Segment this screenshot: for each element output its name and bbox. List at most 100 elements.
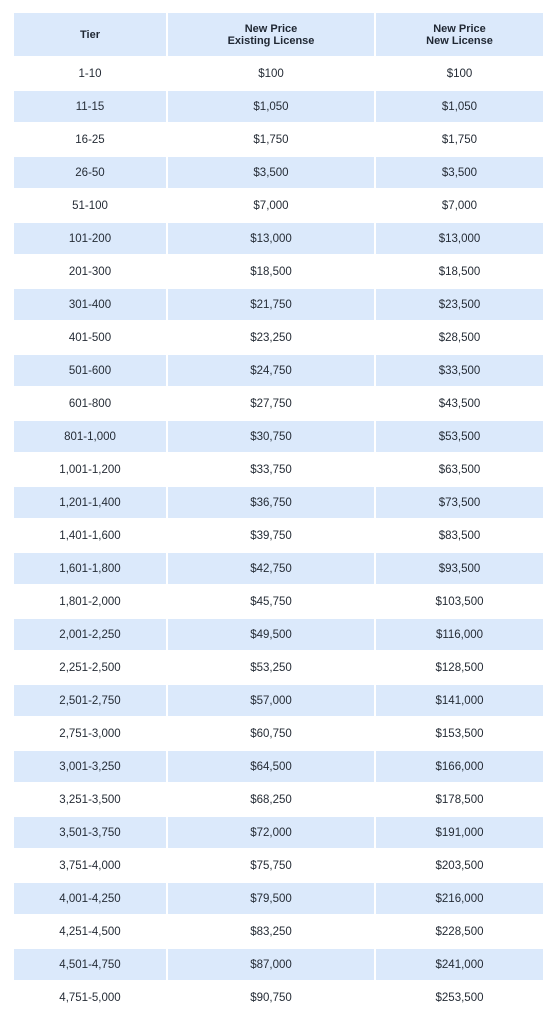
- new-license-price-cell: $166,000: [375, 750, 543, 784]
- tier-cell: 1,001-1,200: [14, 453, 168, 487]
- table-row: 1,401-1,600 $39,750 $83,500: [14, 519, 543, 553]
- table-row: 601-800 $27,750 $43,500: [14, 387, 543, 421]
- header-row: Tier New Price Existing License New Pric…: [14, 13, 543, 58]
- new-license-price-cell: $18,500: [375, 255, 543, 289]
- existing-license-price-cell: $23,250: [167, 321, 376, 355]
- tier-cell: 801-1,000: [14, 420, 168, 454]
- existing-license-price-cell: $27,750: [167, 387, 376, 421]
- tier-cell: 301-400: [14, 288, 168, 322]
- existing-license-price-cell: $36,750: [167, 486, 376, 520]
- pricing-table-container: Tier New Price Existing License New Pric…: [14, 13, 543, 1015]
- existing-license-price-cell: $100: [167, 57, 376, 91]
- tier-cell: 4,251-4,500: [14, 915, 168, 949]
- tier-cell: 4,001-4,250: [14, 882, 168, 916]
- existing-license-price-cell: $21,750: [167, 288, 376, 322]
- new-license-price-cell: $216,000: [375, 882, 543, 916]
- table-row: 101-200 $13,000 $13,000: [14, 222, 543, 256]
- table-row: 11-15 $1,050 $1,050: [14, 90, 543, 124]
- tier-cell: 2,751-3,000: [14, 717, 168, 751]
- table-row: 201-300 $18,500 $18,500: [14, 255, 543, 289]
- table-row: 501-600 $24,750 $33,500: [14, 354, 543, 388]
- existing-license-price-cell: $87,000: [167, 948, 376, 982]
- new-license-price-cell: $128,500: [375, 651, 543, 685]
- table-row: 16-25 $1,750 $1,750: [14, 123, 543, 157]
- table-row: 1-10 $100 $100: [14, 57, 543, 91]
- table-row: 2,001-2,250 $49,500 $116,000: [14, 618, 543, 652]
- new-license-price-cell: $73,500: [375, 486, 543, 520]
- existing-license-price-cell: $42,750: [167, 552, 376, 586]
- existing-license-price-cell: $57,000: [167, 684, 376, 718]
- existing-license-price-cell: $68,250: [167, 783, 376, 817]
- new-license-price-cell: $1,750: [375, 123, 543, 157]
- tier-cell: 1,401-1,600: [14, 519, 168, 553]
- tier-cell: 401-500: [14, 321, 168, 355]
- header-new-line2: New License: [426, 34, 493, 47]
- tier-cell: 11-15: [14, 90, 168, 124]
- tier-cell: 3,501-3,750: [14, 816, 168, 850]
- new-license-price-cell: $13,000: [375, 222, 543, 256]
- table-row: 3,001-3,250 $64,500 $166,000: [14, 750, 543, 784]
- tier-cell: 501-600: [14, 354, 168, 388]
- existing-license-price-cell: $39,750: [167, 519, 376, 553]
- existing-license-price-cell: $60,750: [167, 717, 376, 751]
- new-license-price-cell: $28,500: [375, 321, 543, 355]
- table-row: 301-400 $21,750 $23,500: [14, 288, 543, 322]
- existing-license-price-cell: $1,050: [167, 90, 376, 124]
- tier-cell: 3,751-4,000: [14, 849, 168, 883]
- tier-cell: 2,251-2,500: [14, 651, 168, 685]
- table-row: 1,801-2,000 $45,750 $103,500: [14, 585, 543, 619]
- new-license-price-cell: $103,500: [375, 585, 543, 619]
- tier-cell: 3,001-3,250: [14, 750, 168, 784]
- tier-cell: 1,601-1,800: [14, 552, 168, 586]
- existing-license-price-cell: $72,000: [167, 816, 376, 850]
- tier-cell: 2,001-2,250: [14, 618, 168, 652]
- table-row: 2,251-2,500 $53,250 $128,500: [14, 651, 543, 685]
- new-license-price-cell: $228,500: [375, 915, 543, 949]
- new-license-price-cell: $178,500: [375, 783, 543, 817]
- header-tier-label: Tier: [80, 28, 100, 41]
- existing-license-price-cell: $75,750: [167, 849, 376, 883]
- table-row: 4,751-5,000 $90,750 $253,500: [14, 981, 543, 1015]
- tier-cell: 101-200: [14, 222, 168, 256]
- new-license-price-cell: $23,500: [375, 288, 543, 322]
- new-license-price-cell: $141,000: [375, 684, 543, 718]
- existing-license-price-cell: $3,500: [167, 156, 376, 190]
- tier-cell: 2,501-2,750: [14, 684, 168, 718]
- table-row: 1,201-1,400 $36,750 $73,500: [14, 486, 543, 520]
- tier-cell: 26-50: [14, 156, 168, 190]
- existing-license-price-cell: $1,750: [167, 123, 376, 157]
- existing-license-price-cell: $49,500: [167, 618, 376, 652]
- new-license-price-cell: $191,000: [375, 816, 543, 850]
- table-row: 4,251-4,500 $83,250 $228,500: [14, 915, 543, 949]
- new-license-price-cell: $53,500: [375, 420, 543, 454]
- new-license-price-cell: $253,500: [375, 981, 543, 1015]
- new-license-price-cell: $43,500: [375, 387, 543, 421]
- tier-cell: 1-10: [14, 57, 168, 91]
- table-row: 51-100 $7,000 $7,000: [14, 189, 543, 223]
- table-row: 4,001-4,250 $79,500 $216,000: [14, 882, 543, 916]
- tier-cell: 4,751-5,000: [14, 981, 168, 1015]
- existing-license-price-cell: $7,000: [167, 189, 376, 223]
- tier-cell: 51-100: [14, 189, 168, 223]
- existing-license-price-cell: $53,250: [167, 651, 376, 685]
- table-row: 401-500 $23,250 $28,500: [14, 321, 543, 355]
- table-row: 2,751-3,000 $60,750 $153,500: [14, 717, 543, 751]
- table-row: 4,501-4,750 $87,000 $241,000: [14, 948, 543, 982]
- existing-license-price-cell: $13,000: [167, 222, 376, 256]
- table-row: 1,601-1,800 $42,750 $93,500: [14, 552, 543, 586]
- new-license-price-cell: $116,000: [375, 618, 543, 652]
- new-license-price-cell: $1,050: [375, 90, 543, 124]
- table-row: 3,751-4,000 $75,750 $203,500: [14, 849, 543, 883]
- header-existing-license: New Price Existing License: [167, 13, 376, 58]
- header-new-line1: New Price: [433, 22, 486, 35]
- new-license-price-cell: $153,500: [375, 717, 543, 751]
- existing-license-price-cell: $18,500: [167, 255, 376, 289]
- table-row: 1,001-1,200 $33,750 $63,500: [14, 453, 543, 487]
- tier-cell: 3,251-3,500: [14, 783, 168, 817]
- tier-cell: 201-300: [14, 255, 168, 289]
- table-header: Tier New Price Existing License New Pric…: [14, 13, 543, 58]
- existing-license-price-cell: $33,750: [167, 453, 376, 487]
- table-row: 3,501-3,750 $72,000 $191,000: [14, 816, 543, 850]
- new-license-price-cell: $33,500: [375, 354, 543, 388]
- existing-license-price-cell: $90,750: [167, 981, 376, 1015]
